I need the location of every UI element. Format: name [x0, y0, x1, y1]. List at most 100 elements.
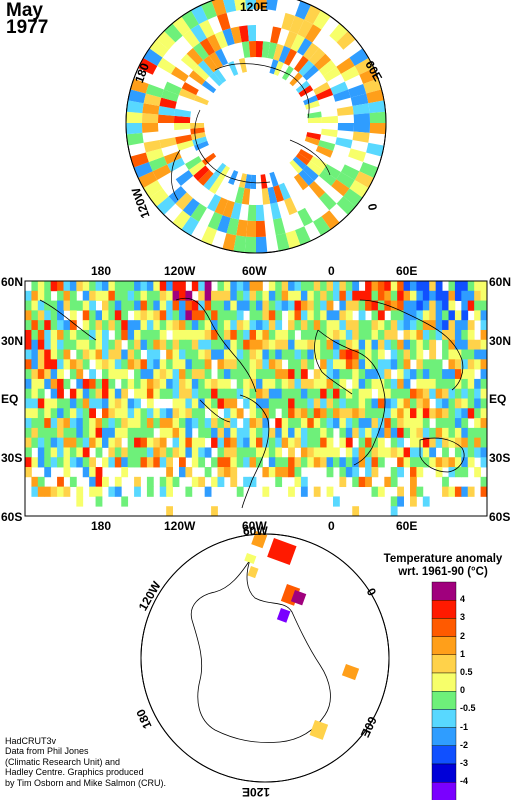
- anomaly-cell: [198, 281, 206, 292]
- anomaly-cell: [410, 457, 417, 468]
- anomaly-cell: [352, 378, 360, 390]
- anomaly-cell: [300, 339, 308, 350]
- anomaly-cell: [474, 310, 481, 321]
- anomaly-cell: [307, 339, 315, 350]
- anomaly-cell: [249, 281, 257, 292]
- anomaly-cell: [102, 418, 109, 429]
- anomaly-cell: [172, 418, 180, 429]
- credit-line-3: (Climatic Research Unit) and: [5, 756, 121, 767]
- north-anomaly-cell: [143, 140, 162, 153]
- anomaly-cell: [249, 398, 257, 409]
- anomaly-cell: [262, 437, 270, 448]
- legend-swatch: [431, 727, 457, 746]
- anomaly-cell: [474, 290, 481, 301]
- anomaly-cell: [397, 378, 404, 390]
- anomaly-cell: [82, 349, 90, 360]
- anomaly-cell: [256, 320, 263, 331]
- anomaly-cell: [300, 320, 308, 331]
- anomaly-cell: [63, 486, 71, 497]
- anomaly-cell: [467, 457, 475, 468]
- anomaly-cell: [365, 339, 372, 350]
- north-anomaly-cell: [265, 0, 278, 11]
- anomaly-cell: [435, 457, 443, 468]
- anomaly-cell: [236, 329, 244, 341]
- north-anomaly-cell: [163, 81, 182, 95]
- anomaly-cell: [31, 437, 39, 448]
- anomaly-cell: [365, 408, 372, 419]
- anomaly-cell: [467, 388, 475, 399]
- anomaly-cell: [300, 359, 308, 370]
- north-anomaly-cell: [336, 196, 356, 215]
- anomaly-cell: [108, 408, 116, 419]
- anomaly-cell: [102, 388, 109, 399]
- anomaly-cell: [89, 320, 96, 331]
- anomaly-cell: [313, 339, 321, 350]
- north-anomaly-cell: [181, 10, 199, 30]
- anomaly-cell: [384, 476, 392, 488]
- anomaly-cell: [89, 427, 96, 439]
- anomaly-cell: [95, 467, 103, 478]
- north-anomaly-cell: [261, 188, 271, 205]
- anomaly-cell: [146, 329, 154, 341]
- anomaly-cell: [281, 369, 289, 380]
- north-anomaly-cell: [223, 0, 237, 13]
- anomaly-cell: [153, 320, 161, 331]
- anomaly-cell: [390, 496, 398, 507]
- anomaly-cell: [89, 476, 96, 488]
- anomaly-cell: [442, 457, 449, 468]
- anomaly-cell: [454, 310, 462, 321]
- north-anomaly-cell: [294, 80, 311, 95]
- anomaly-cell: [50, 310, 58, 321]
- anomaly-cell: [410, 300, 417, 311]
- anomaly-cell: [474, 427, 481, 439]
- anomaly-cell: [127, 359, 135, 370]
- anomaly-cell: [31, 418, 39, 429]
- anomaly-cell: [300, 290, 308, 301]
- anomaly-cell: [89, 457, 96, 468]
- north-anomaly-cell: [304, 5, 321, 25]
- north-anomaly-cell: [178, 88, 197, 101]
- anomaly-cell: [397, 427, 404, 439]
- anomaly-cell: [442, 388, 449, 399]
- anomaly-cell: [166, 467, 173, 478]
- anomaly-cell: [262, 408, 270, 419]
- anomaly-cell: [153, 388, 161, 399]
- legend-tick-label: 3: [460, 612, 466, 622]
- anomaly-cell: [416, 408, 424, 419]
- anomaly-cell: [448, 486, 456, 497]
- anomaly-cell: [300, 476, 308, 488]
- anomaly-cell: [121, 369, 129, 380]
- anomaly-cell: [268, 398, 276, 409]
- anomaly-cell: [358, 359, 366, 370]
- anomaly-cell: [435, 388, 443, 399]
- anomaly-cell: [339, 408, 347, 419]
- anomaly-cell: [31, 320, 39, 331]
- anomaly-cell: [256, 388, 263, 399]
- anomaly-cell: [121, 349, 129, 360]
- anomaly-cell: [365, 476, 372, 488]
- anomaly-cell: [422, 339, 430, 350]
- north-anomaly-cell: [369, 111, 386, 123]
- anomaly-cell: [108, 427, 116, 439]
- north-anomaly-cell: [181, 82, 199, 96]
- anomaly-cell: [114, 486, 122, 497]
- anomaly-cell: [422, 378, 430, 390]
- anomaly-cell: [166, 310, 173, 321]
- anomaly-cell: [461, 281, 469, 292]
- anomaly-cell: [397, 300, 404, 311]
- anomaly-cell: [82, 378, 90, 390]
- north-anomaly-cell: [152, 164, 172, 180]
- anomaly-cell: [185, 329, 193, 341]
- anomaly-cell: [435, 359, 443, 370]
- anomaly-cell: [300, 457, 308, 468]
- north-anomaly-cell: [256, 204, 265, 221]
- anomaly-cell: [288, 378, 295, 390]
- north-anomaly-cell: [336, 57, 355, 74]
- anomaly-cell: [397, 339, 404, 350]
- anomaly-cell: [480, 476, 488, 488]
- anomaly-cell: [300, 408, 308, 419]
- anomaly-cell: [384, 398, 392, 409]
- north-anomaly-cell: [337, 123, 354, 132]
- anomaly-cell: [416, 339, 424, 350]
- anomaly-cell: [345, 388, 353, 399]
